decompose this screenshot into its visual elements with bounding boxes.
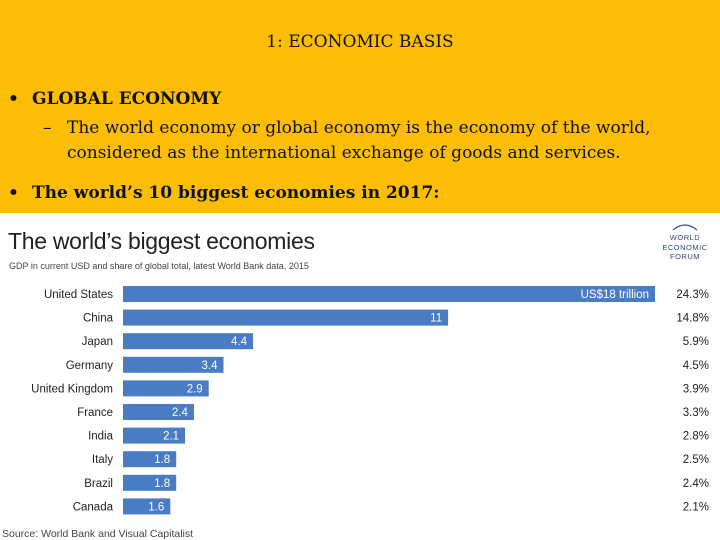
bullet-global-economy: • GLOBAL ECONOMY <box>8 89 221 109</box>
sub-bullet-definition: – The world economy or global economy is … <box>43 116 713 166</box>
slide-title: 1: ECONOMIC BASIS <box>266 32 454 52</box>
category-label: Japan <box>82 336 113 348</box>
category-label: United Kingdom <box>31 383 113 395</box>
category-label: India <box>88 431 114 443</box>
bar <box>123 380 209 397</box>
wef-logo-line2: ECONOMIC <box>662 242 708 252</box>
sub-bullet-line2: considered as the international exchange… <box>67 143 621 163</box>
share-label: 5.9% <box>683 336 709 348</box>
wef-logo-line1: WORLD <box>669 233 701 242</box>
wef-logo: WORLD ECONOMIC FORUM <box>651 223 719 262</box>
category-label: Germany <box>66 360 114 372</box>
category-label: Italy <box>92 454 113 466</box>
bar-value-label: 11 <box>430 313 442 325</box>
bar <box>123 451 177 468</box>
bar-value-label: 1.8 <box>154 454 170 466</box>
share-label: 3.3% <box>683 407 709 419</box>
sub-bullet-marker: – <box>43 118 52 138</box>
wef-logo-line3: FORUM <box>670 252 700 261</box>
bullet-marker: • <box>8 183 19 203</box>
bullet-marker: • <box>8 89 19 109</box>
category-label: Brazil <box>84 478 113 490</box>
share-label: 4.5% <box>683 360 709 372</box>
bar-value-label: US$18 trillion <box>581 289 649 301</box>
share-label: 2.1% <box>683 501 709 513</box>
share-label: 2.4% <box>683 478 709 490</box>
bar-value-label: 1.6 <box>148 501 164 513</box>
bar-value-label: 2.1 <box>163 431 179 443</box>
bar-value-label: 3.4 <box>201 360 218 372</box>
bar-value-label: 4.4 <box>231 336 248 348</box>
bar-chart: United States US$18 trillion 24.3% China 11 1… <box>31 286 709 515</box>
bar <box>123 404 194 420</box>
bar <box>123 356 224 373</box>
category-label: China <box>83 313 114 325</box>
bar <box>123 309 449 326</box>
bar-value-label: 2.4 <box>172 407 189 419</box>
category-label: France <box>77 407 113 419</box>
bar-value-label: 2.9 <box>187 383 203 395</box>
share-label: 3.9% <box>683 383 709 395</box>
bullet-text: GLOBAL ECONOMY <box>32 89 222 109</box>
bar <box>123 427 186 444</box>
share-label: 14.8% <box>676 313 709 325</box>
wef-arc-icon <box>672 224 698 231</box>
bar <box>123 333 254 350</box>
sub-bullet-line1: The world economy or global economy is t… <box>67 118 651 138</box>
category-label: United States <box>44 289 113 301</box>
chart-subtitle: GDP in current USD and share of global t… <box>9 261 309 271</box>
slide-header <box>0 0 720 213</box>
bar <box>123 286 655 302</box>
bar <box>123 474 177 491</box>
share-label: 2.8% <box>683 431 709 443</box>
bullet-text: The world’s 10 biggest economies in 2017… <box>32 183 440 203</box>
share-label: 2.5% <box>683 454 709 466</box>
share-label: 24.3% <box>676 289 709 301</box>
chart-source: Source: World Bank and Visual Capitalist <box>2 528 194 540</box>
bar <box>123 498 171 515</box>
bar-value-label: 1.8 <box>154 478 170 490</box>
chart-title: The world’s biggest economies <box>8 228 315 254</box>
category-label: Canada <box>73 501 114 513</box>
bullet-biggest-economies: • The world’s 10 biggest economies in 201… <box>8 183 440 203</box>
